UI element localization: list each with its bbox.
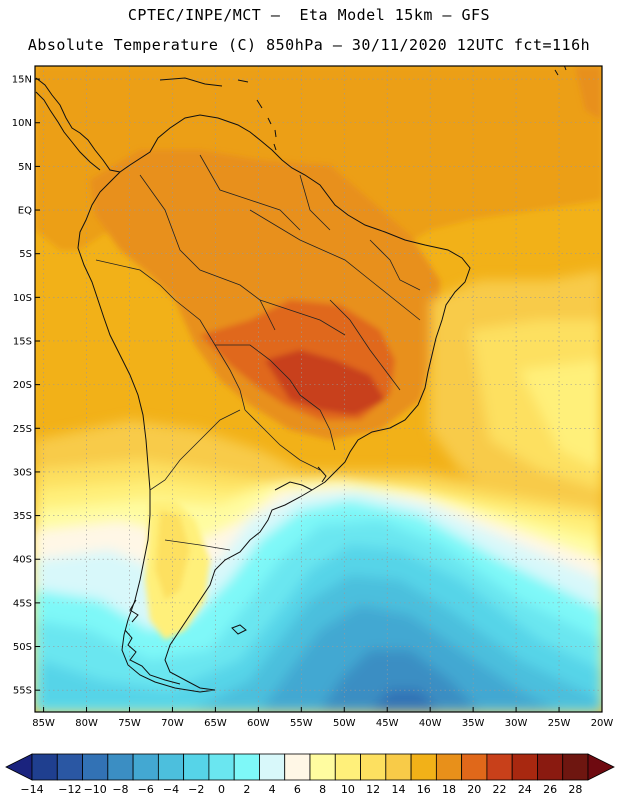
lon-tick-label: 30W — [505, 718, 528, 729]
lat-tick-label: 50S — [13, 642, 32, 653]
legend-swatch — [562, 753, 589, 781]
lat-tick-label: 5N — [18, 162, 32, 173]
legend-label: −10 — [84, 783, 107, 796]
legend-swatch — [309, 753, 336, 781]
legend-swatch — [82, 753, 109, 781]
lon-tick-label: 35W — [462, 718, 485, 729]
lat-tick-label: 40S — [13, 555, 32, 566]
lat-tick-label: 20S — [13, 380, 32, 391]
lat-tick-label: 15S — [13, 336, 32, 347]
lon-tick-label: 50W — [333, 718, 356, 729]
legend-swatch — [360, 753, 387, 781]
legend-swatch — [259, 753, 286, 781]
lon-tick-label: 80W — [75, 718, 98, 729]
lat-tick-label: 15N — [12, 75, 32, 86]
legend-label: 16 — [417, 783, 431, 796]
legend-swatch — [31, 753, 58, 781]
lon-tick-label: 85W — [32, 718, 55, 729]
lon-tick-label: 20W — [591, 718, 614, 729]
legend-swatch — [537, 753, 564, 781]
legend-label: −2 — [188, 783, 204, 796]
legend-label: 6 — [294, 783, 301, 796]
lat-tick-label: 45S — [13, 598, 32, 609]
lat-tick-label: 5S — [19, 249, 32, 260]
legend-swatch — [183, 753, 210, 781]
legend-label: −12 — [58, 783, 81, 796]
country-borders — [95, 154, 421, 551]
legend-label: 2 — [243, 783, 250, 796]
legend-label: 4 — [269, 783, 276, 796]
legend-label: 22 — [493, 783, 507, 796]
lon-tick-label: 75W — [118, 718, 141, 729]
title-line-2: Absolute Temperature (C) 850hPa – 30/11/… — [27, 36, 591, 54]
lat-tick-label: 10S — [13, 293, 32, 304]
legend-swatch — [486, 753, 513, 781]
lat-tick-label: EQ — [18, 206, 32, 217]
lat-tick-label: 10N — [12, 118, 32, 129]
color-legend: −14 −12 −10 −8 −6 −4 −2 0 2 4 6 8 10 12 14 16 18 20 22 24 26… — [5, 753, 615, 796]
lat-tick-label: 35S — [13, 511, 32, 522]
lon-tick-label: 70W — [161, 718, 184, 729]
legend-swatch — [334, 753, 361, 781]
legend-label: 28 — [568, 783, 582, 796]
legend-label: −6 — [138, 783, 154, 796]
legend-label: −8 — [112, 783, 128, 796]
legend-swatch — [56, 753, 83, 781]
legend-label: 18 — [442, 783, 456, 796]
legend-swatch — [157, 753, 185, 781]
legend-swatch — [132, 753, 159, 781]
map-frame — [34, 65, 603, 713]
lon-tick-label: 25W — [548, 718, 571, 729]
lat-tick-label: 30S — [13, 467, 32, 478]
title-line-1: CPTEC/INPE/MCT – Eta Model 15km – GFS — [127, 6, 491, 24]
legend-swatch — [233, 753, 260, 781]
lon-tick-label: 55W — [290, 718, 313, 729]
legend-label: −4 — [163, 783, 179, 796]
legend-label: 0 — [218, 783, 225, 796]
temperature-field — [35, 66, 602, 712]
legend-under-triangle — [5, 753, 33, 781]
lon-tick-label: 60W — [247, 718, 270, 729]
legend-label: 26 — [543, 783, 557, 796]
legend-label: −14 — [20, 783, 43, 796]
lat-tick-label: 25S — [13, 424, 32, 435]
lon-tick-label: 40W — [419, 718, 442, 729]
legend-over-triangle — [587, 753, 615, 781]
legend-label: 12 — [366, 783, 380, 796]
legend-swatch — [107, 753, 134, 781]
legend-swatch — [385, 753, 412, 781]
lat-tick-label: 55S — [13, 686, 32, 697]
legend-label: 8 — [319, 783, 326, 796]
lon-tick-label: 45W — [376, 718, 399, 729]
legend-label: 10 — [341, 783, 355, 796]
legend-label: 20 — [467, 783, 481, 796]
lon-tick-label: 65W — [204, 718, 227, 729]
legend-swatch — [208, 753, 235, 781]
legend-swatch — [461, 753, 488, 781]
legend-swatch — [511, 753, 538, 781]
graticule — [35, 66, 602, 712]
legend-swatch — [284, 753, 311, 781]
legend-label: 24 — [518, 783, 532, 796]
legend-swatch — [435, 753, 463, 781]
legend-swatch — [410, 753, 437, 781]
longitude-axis: 85W 80W 75W 70W 65W 60W 55W 50W 45W 40W 35W 30W 25W 2… — [32, 707, 613, 729]
latitude-axis: 15N 10N 5N EQ 5S 10S 15S 20S 25S 30S 35S 40S 45S 50S 5… — [12, 75, 40, 697]
legend-label: 14 — [391, 783, 405, 796]
coastlines — [35, 66, 567, 693]
